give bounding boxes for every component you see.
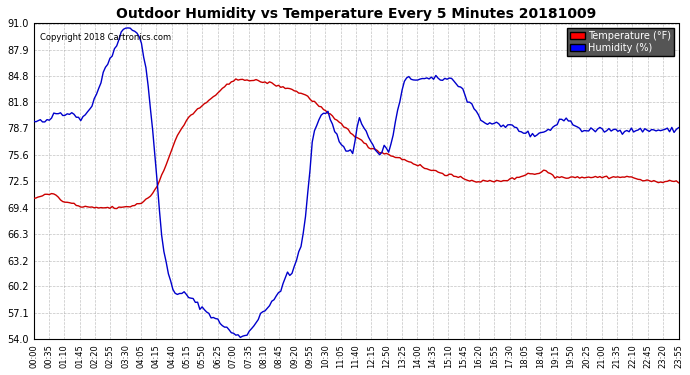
Title: Outdoor Humidity vs Temperature Every 5 Minutes 20181009: Outdoor Humidity vs Temperature Every 5 …	[116, 7, 596, 21]
Legend: Temperature (°F), Humidity (%): Temperature (°F), Humidity (%)	[567, 28, 673, 56]
Text: Copyright 2018 Cartronics.com: Copyright 2018 Cartronics.com	[40, 33, 171, 42]
